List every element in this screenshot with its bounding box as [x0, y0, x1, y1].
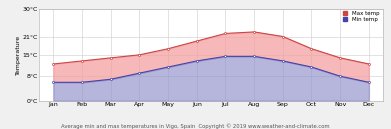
Y-axis label: Temperature: Temperature: [16, 35, 21, 75]
Text: Average min and max temperatures in Vigo, Spain  Copyright © 2019 www.weather-an: Average min and max temperatures in Vigo…: [61, 123, 330, 129]
Legend: Max temp, Min temp: Max temp, Min temp: [342, 10, 380, 23]
